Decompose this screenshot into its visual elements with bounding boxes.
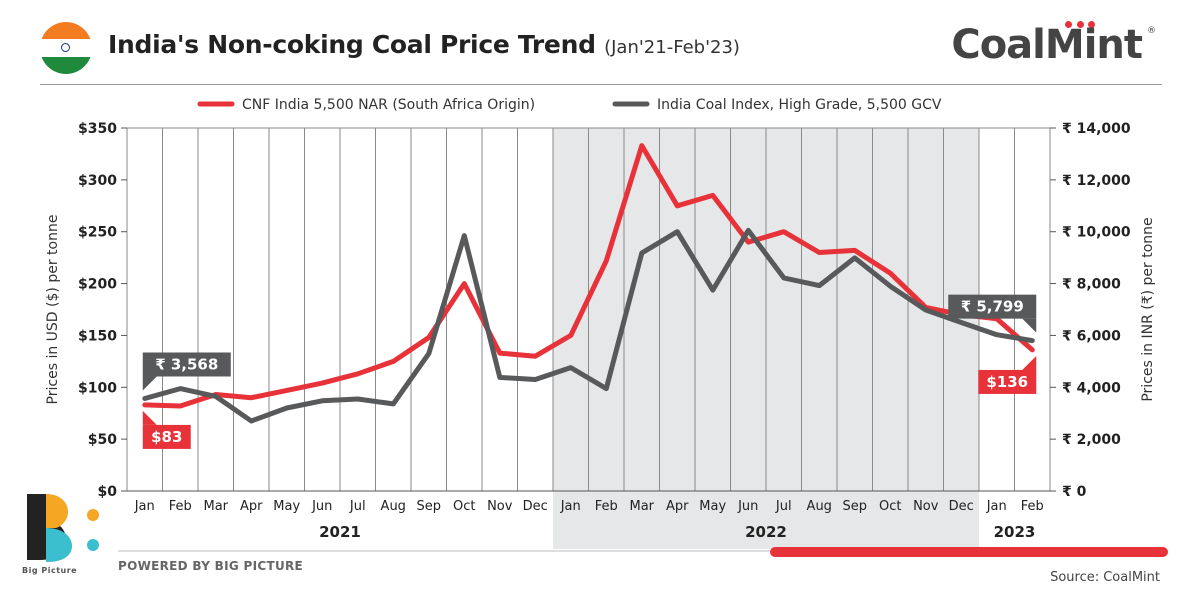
- coalmint-logo: CoalMint ®: [951, 22, 1156, 68]
- x-tick-label: Jan: [560, 499, 581, 514]
- callout-label: $83: [151, 428, 182, 446]
- registered-mark: ®: [1147, 26, 1156, 36]
- x-tick-label: Sep: [842, 499, 867, 514]
- x-tick-label: May: [273, 499, 300, 514]
- callout-box: [978, 369, 1037, 394]
- y-tick-label-right: ₹ 2,000: [1062, 432, 1121, 448]
- callout-3: $136: [978, 355, 1037, 394]
- callout-0: ₹ 3,568: [142, 352, 231, 391]
- x-tick-label: Nov: [487, 499, 513, 514]
- callout-pointer: [142, 376, 157, 391]
- y-tick-label-right: ₹ 12,000: [1062, 173, 1131, 189]
- callout-1: $83: [142, 410, 191, 449]
- header-divider: [40, 84, 1162, 85]
- year-label-2021: 2021: [319, 523, 361, 541]
- annotation-layer: ₹ 3,568 $83 ₹ 5,799 $136: [142, 294, 1037, 449]
- y-tick-label-right: ₹ 8,000: [1062, 277, 1121, 293]
- y-axis-title-right: Prices in INR (₹) per tonne: [1140, 217, 1156, 401]
- y-tick-label-right: ₹ 10,000: [1062, 225, 1131, 241]
- y-tick-label-right: ₹ 14,000: [1062, 121, 1131, 137]
- y-axis-title-left: Prices in USD ($) per tonne: [45, 215, 61, 405]
- callout-pointer: [142, 410, 157, 425]
- chart-title: India's Non-coking Coal Price Trend (Jan…: [108, 30, 740, 59]
- x-tick-label: Feb: [595, 499, 618, 514]
- year-label-2023: 2023: [994, 523, 1036, 541]
- y-tick-label-right: ₹ 4,000: [1062, 380, 1121, 396]
- year-label-2022: 2022: [745, 523, 787, 541]
- x-tick-label: Oct: [879, 499, 901, 514]
- callout-box: [142, 352, 231, 377]
- x-tick-label: Mar: [203, 499, 228, 514]
- x-tick-label: Oct: [453, 499, 475, 514]
- grid-layer: [126, 127, 1051, 492]
- title-subtitle: (Jan'21-Feb'23): [604, 37, 740, 58]
- legend-label: CNF India 5,500 NAR (South Africa Origin…: [242, 97, 535, 113]
- x-tick-label: Sep: [416, 499, 441, 514]
- x-tick-label: Mar: [629, 499, 654, 514]
- y-tick-label-right: ₹ 6,000: [1062, 328, 1121, 344]
- x-tick-label: Aug: [807, 499, 832, 514]
- header: India's Non-coking Coal Price Trend (Jan…: [0, 0, 1200, 86]
- x-tick-label: Dec: [523, 499, 548, 514]
- series-line-cnf-india: [142, 143, 1035, 409]
- title-text: India's Non-coking Coal Price Trend: [108, 30, 596, 59]
- x-tick-label: Feb: [169, 499, 192, 514]
- x-tick-label: May: [699, 499, 726, 514]
- x-tick-label: Nov: [913, 499, 939, 514]
- x-tick-label: Jan: [134, 499, 155, 514]
- y-tick-label-left: $100: [78, 380, 117, 396]
- big-picture-label: Big Picture: [22, 566, 78, 575]
- y-tick-label-left: $200: [78, 277, 117, 293]
- callout-label: ₹ 3,568: [155, 355, 218, 373]
- x-tick-label: Apr: [666, 499, 689, 514]
- footer-accent-bar: [770, 547, 1168, 557]
- axis-layer: $0 $50 $100 $150 $200 $250 $300 $350 ₹ 0 ₹ 2,000 ₹…: [45, 121, 1156, 541]
- y-tick-label-left: $250: [78, 225, 117, 241]
- callout-label: $136: [986, 373, 1028, 391]
- callout-pointer: [1022, 318, 1037, 333]
- x-tick-label: Jul: [349, 499, 366, 514]
- series-line-india-coal-index: [142, 227, 1035, 424]
- y-tick-label-left: $150: [78, 328, 117, 344]
- series-layer: [142, 143, 1035, 424]
- x-tick-label: Jun: [737, 499, 758, 514]
- brand-name: CoalMint: [951, 22, 1143, 68]
- y-tick-label-right: ₹ 0: [1062, 484, 1087, 500]
- y-tick-label-left: $350: [78, 121, 117, 137]
- x-tick-label: Jun: [311, 499, 332, 514]
- callout-box: [948, 294, 1037, 319]
- x-tick-label: Jan: [986, 499, 1007, 514]
- coalmint-dots-icon: [1063, 21, 1095, 29]
- x-tick-label: Feb: [1021, 499, 1044, 514]
- x-tick-label: Aug: [381, 499, 406, 514]
- powered-by: POWERED BY BIG PICTURE: [118, 559, 304, 573]
- callout-pointer: [1022, 355, 1037, 370]
- x-tick-label: Apr: [240, 499, 263, 514]
- y-tick-label-left: $50: [88, 432, 117, 448]
- y-tick-label-left: $300: [78, 173, 117, 189]
- india-flag-icon: [40, 22, 92, 74]
- legend-label: India Coal Index, High Grade, 5,500 GCV: [657, 97, 942, 113]
- source-note: Source: CoalMint: [1050, 570, 1160, 585]
- x-tick-label: Dec: [949, 499, 974, 514]
- x-tick-label: Jul: [775, 499, 792, 514]
- callout-box: [142, 424, 191, 449]
- y-tick-label-left: $0: [98, 484, 118, 500]
- callout-2: ₹ 5,799: [948, 294, 1037, 333]
- big-picture-logo-icon: [27, 494, 99, 562]
- callout-label: ₹ 5,799: [961, 298, 1024, 316]
- legend: CNF India 5,500 NAR (South Africa Origin…: [197, 97, 942, 113]
